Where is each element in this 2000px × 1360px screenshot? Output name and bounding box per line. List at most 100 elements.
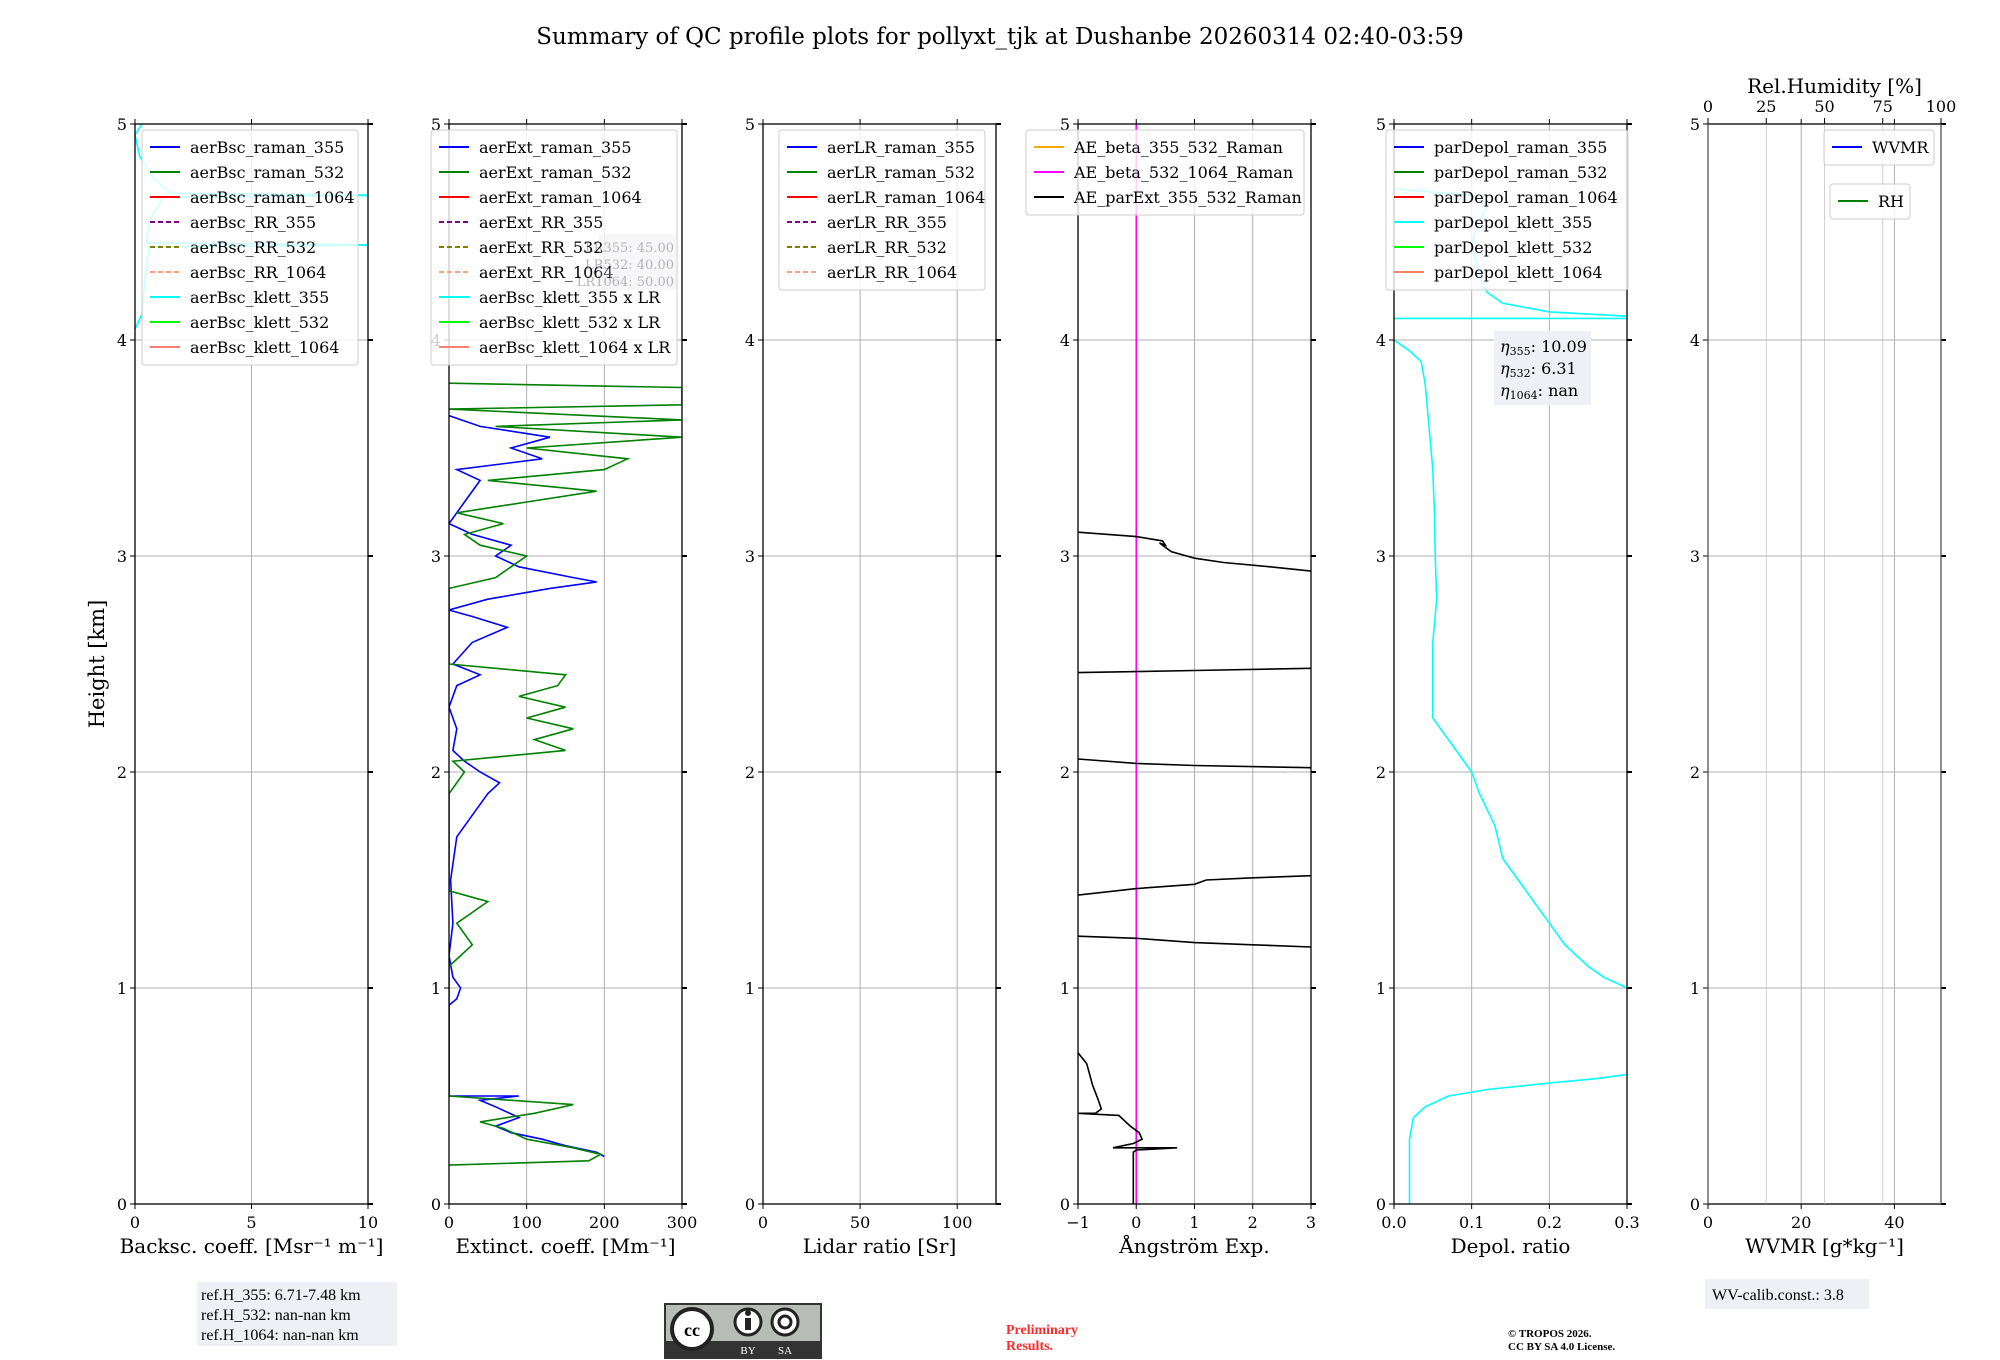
- legend-entry-label: aerExt_raman_355: [479, 138, 632, 157]
- ref-height-532: ref.H_532: nan-nan km: [201, 1307, 351, 1324]
- eta-subscript: 355: [1510, 345, 1531, 358]
- x-tick-label: 20: [1791, 1213, 1811, 1232]
- cc-by-sa-license-badge: cc BY SA: [664, 1303, 822, 1359]
- y-tick-label: 0: [1376, 1195, 1386, 1214]
- eta-value: η355: 10.09: [1500, 337, 1587, 358]
- legend-entry-label: aerBsc_klett_355 x LR: [479, 288, 661, 307]
- y-axis-label: Height [km]: [85, 600, 109, 729]
- panel-2: 0100200300012345Extinct. coeff. [Mm⁻¹]ae…: [430, 115, 698, 1258]
- legend-entry-label: aerBsc_raman_355: [190, 138, 344, 157]
- y-tick-label: 2: [1376, 763, 1386, 782]
- series-line-AE_parExt_355_532_Raman: [1078, 531, 1311, 572]
- axes-frame: [448, 123, 683, 1205]
- series-line-aerExt_raman_532: [449, 382, 682, 1166]
- svg-text:cc: cc: [684, 1320, 700, 1340]
- lidar-ratio-box-bg: [599, 234, 677, 290]
- legend-entry-label: AE_parExt_355_532_Raman: [1073, 188, 1302, 207]
- legend-box: [1385, 129, 1629, 291]
- legend-entry-label: AE_beta_532_1064_Raman: [1073, 163, 1293, 182]
- eta-number: : 6.31: [1531, 359, 1577, 378]
- x-tick-label: 1: [1189, 1213, 1199, 1232]
- x-tick-label: 300: [667, 1213, 698, 1232]
- legend-entry-label: parDepol_raman_355: [1434, 138, 1607, 157]
- legend-box: [1829, 183, 1911, 220]
- legend-entry-label: parDepol_raman_1064: [1434, 188, 1618, 207]
- panel-3: 0 50 100 0 1 2 3 4 5 Lidar ratio [Sr] aerLR_raman_…: [745, 115, 1001, 1258]
- legend-entry-label: aerExt_raman_532: [479, 163, 632, 182]
- y-tick-label: 3: [431, 547, 441, 566]
- x-tick-label: 2: [1248, 1213, 1258, 1232]
- legend-box: [141, 129, 359, 366]
- preliminary-results-note: Preliminary Results.: [1006, 1323, 1082, 1354]
- y-tick-label: 2: [431, 763, 441, 782]
- top-x-tick-label: 25: [1756, 97, 1776, 116]
- legend-entry-label: aerLR_raman_1064: [827, 188, 985, 207]
- x-tick-label: 0.2: [1537, 1213, 1562, 1232]
- x-tick-label: 0: [444, 1213, 454, 1232]
- sa-sharealike-icon: [770, 1307, 800, 1337]
- x-axis-label: Backsc. coeff. [Msr⁻¹ m⁻¹]: [120, 1234, 384, 1258]
- legend-box: [1025, 129, 1305, 216]
- y-tick-label: 1: [1690, 979, 1700, 998]
- y-tick-label: 1: [1060, 979, 1070, 998]
- series-line-AE_parExt_355_532_Raman: [1078, 935, 1311, 948]
- y-tick-label: 1: [431, 979, 441, 998]
- eta-box-bg: [1494, 331, 1591, 405]
- legend-entry-label: WVMR: [1872, 138, 1929, 157]
- legend-entry-label: aerBsc_klett_1064: [190, 338, 339, 357]
- eta-number: : nan: [1538, 381, 1579, 400]
- y-tick-label: 2: [117, 763, 127, 782]
- y-tick-label: 4: [1060, 331, 1070, 350]
- x-tick-label: 3: [1306, 1213, 1316, 1232]
- y-tick-label: 3: [1060, 547, 1070, 566]
- x-tick-label: 0: [1703, 1213, 1713, 1232]
- legend-entry-label: parDepol_klett_1064: [1434, 263, 1603, 282]
- legend-entry-label: aerBsc_raman_1064: [190, 188, 355, 207]
- legend-entry-label: aerBsc_klett_532 x LR: [479, 313, 661, 332]
- legend-entry-label: AE_beta_355_532_Raman: [1073, 138, 1283, 157]
- legend-entry-label: parDepol_klett_355: [1434, 213, 1592, 232]
- ref-height-box: ref.H_355: 6.71-7.48 km ref.H_532: nan-n…: [197, 1282, 397, 1346]
- legend-entry-label: aerLR_RR_1064: [827, 263, 957, 282]
- legend-entry-label: aerExt_RR_355: [479, 213, 603, 232]
- top-x-tick-label: 0: [1703, 97, 1713, 116]
- eta-value: η532: 6.31: [1500, 359, 1577, 380]
- y-tick-label: 4: [1376, 331, 1386, 350]
- series-line-AE_parExt_355_532_Raman: [1078, 758, 1311, 769]
- x-axis-label: Lidar ratio [Sr]: [803, 1234, 957, 1258]
- legend-entry-label: aerExt_raman_1064: [479, 188, 642, 207]
- y-tick-label: 5: [117, 115, 127, 134]
- eta-number: : 10.09: [1531, 337, 1587, 356]
- legend-entry-label: RH: [1878, 192, 1904, 211]
- legend-entry-label: aerBsc_RR_1064: [190, 263, 326, 282]
- series-line-parDepol_klett_355: [1394, 339, 1627, 989]
- panel-6: 0 20 40 0 1 2 3 4 5 WVMR [g*kg⁻¹] 0 25 50 75 100Rel.Hu…: [1690, 74, 1956, 1258]
- x-tick-label: 0: [130, 1213, 140, 1232]
- series-line-AE_parExt_355_532_Raman: [1078, 1052, 1178, 1204]
- series-line-AE_parExt_355_532_Raman: [1078, 667, 1311, 674]
- y-tick-label: 0: [1690, 1195, 1700, 1214]
- legend-box: [1823, 129, 1935, 166]
- legend-entry-label: aerBsc_raman_532: [190, 163, 344, 182]
- y-tick-label: 5: [431, 115, 441, 134]
- wv-calibration-box: WV-calib.const.: 3.8: [1705, 1279, 1869, 1309]
- y-tick-label: 1: [745, 979, 755, 998]
- x-tick-label: 100: [942, 1213, 973, 1232]
- y-tick-label: 4: [745, 331, 755, 350]
- wv-calibration-constant: WV-calib.const.: 3.8: [1712, 1287, 1844, 1304]
- y-tick-label: 0: [117, 1195, 127, 1214]
- lidar-ratio-value: LR532: 40.00: [585, 258, 674, 273]
- y-tick-label: 1: [1376, 979, 1386, 998]
- copyright-note: © TROPOS 2026. CC BY SA 4.0 License.: [1508, 1328, 1615, 1353]
- y-tick-label: 0: [745, 1195, 755, 1214]
- axes-frame: [762, 123, 997, 1205]
- x-tick-label: 5: [246, 1213, 256, 1232]
- top-x-axis-label: Rel.Humidity [%]: [1747, 74, 1922, 98]
- panel-1: 0 5 10 0 1 2 3 4 5 Backsc. coeff. [Msr⁻¹ m⁻¹] aerB…: [117, 115, 384, 1258]
- x-tick-label: 0.3: [1614, 1213, 1639, 1232]
- series-line-parDepol_klett_355: [1408, 1073, 1627, 1204]
- y-tick-label: 1: [117, 979, 127, 998]
- legend-entry-label: aerExt_RR_532: [479, 238, 603, 257]
